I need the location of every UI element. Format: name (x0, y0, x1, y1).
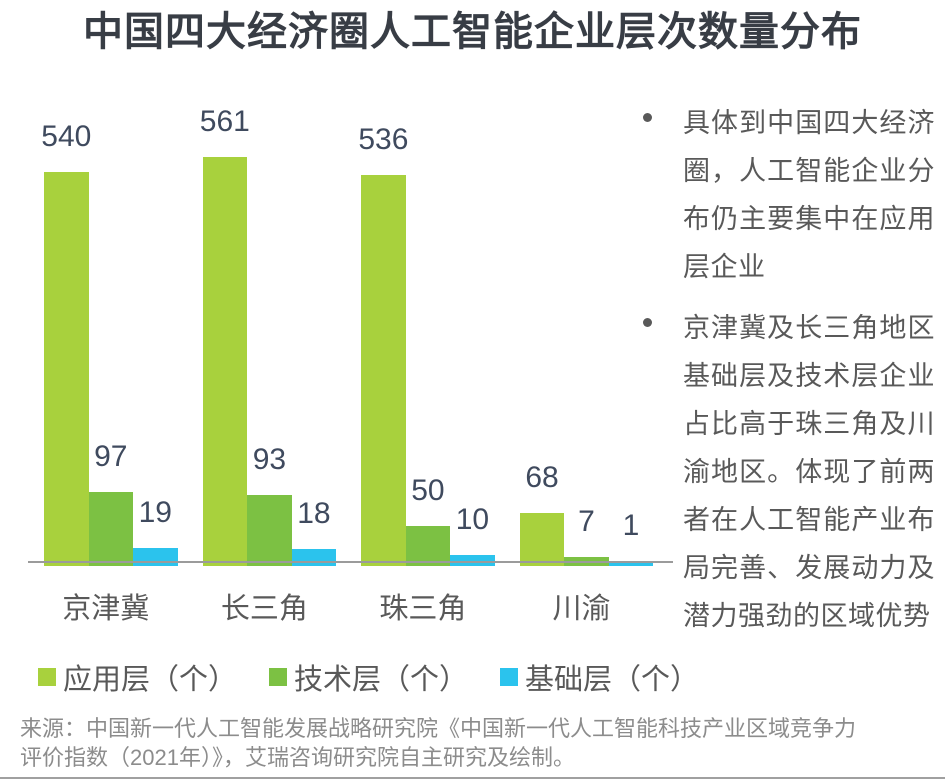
bar (361, 175, 406, 566)
bar-value-label: 93 (252, 442, 287, 476)
note-bullet: 京津冀及长三角地区基础层及技术层企业占比高于珠三角及川渝地区。体现了前两者在人工… (630, 304, 945, 640)
legend-item: 基础层（个） (500, 656, 699, 698)
legend-item: 应用层（个） (38, 656, 237, 698)
x-axis-line (28, 561, 673, 563)
bar (608, 561, 654, 566)
bar-value-label: 7 (578, 504, 595, 538)
bar (519, 512, 565, 566)
category-label: 长三角 (220, 593, 308, 625)
bar-value-label: 68 (525, 460, 559, 494)
legend-label: 应用层（个） (63, 664, 238, 696)
note-bullet: 具体到中国四大经济圈，人工智能企业分布仍主要集中在应用层企业 (630, 99, 945, 291)
bar (44, 172, 89, 566)
bar (202, 157, 248, 566)
chart-legend: 应用层（个） 技术层（个） 基础层（个） (38, 656, 699, 698)
bar-value-label: 561 (199, 105, 250, 138)
bar-value-label: 18 (297, 497, 331, 530)
legend-label: 基础层（个） (525, 664, 700, 696)
legend-label: 技术层（个） (294, 664, 469, 696)
bullet-dot-icon (643, 318, 652, 327)
legend-swatch-icon (500, 668, 519, 686)
bar-value-label: 19 (138, 496, 172, 530)
legend-swatch-icon (269, 668, 288, 686)
note-text: 具体到中国四大经济圈，人工智能企业分布仍主要集中在应用层企业 (683, 108, 935, 282)
source-note: 来源：中国新一代人工智能发展战略研究院《中国新一代人工智能科技产业区域竞争力评价… (20, 716, 857, 770)
bar (88, 492, 133, 566)
legend-swatch-icon (38, 668, 56, 686)
bar (405, 525, 451, 566)
note-text: 京津冀及长三角地区基础层及技术层企业占比高于珠三角及川渝地区。体现了前两者在人工… (683, 313, 935, 631)
bottom-divider (0, 777, 945, 779)
bar (291, 549, 337, 566)
bar-chart: 540 97 19 京津冀 561 93 18 长三角 536 50 10 珠三角 68 7 1 川渝 (0, 100, 690, 625)
legend-item: 技术层（个） (269, 656, 468, 698)
bar (133, 548, 178, 566)
bar (450, 554, 495, 566)
bar-value-label: 10 (455, 502, 490, 536)
category-label: 京津冀 (62, 593, 150, 625)
bar (247, 494, 292, 566)
bar-value-label: 97 (94, 440, 128, 473)
bar-value-label: 540 (41, 120, 92, 154)
bullet-dot-icon (643, 113, 652, 122)
bar-value-label: 1 (622, 509, 640, 543)
category-label: 川渝 (552, 593, 611, 625)
category-label: 珠三角 (379, 593, 467, 625)
notes-panel: 具体到中国四大经济圈，人工智能企业分布仍主要集中在应用层企业京津冀及长三角地区基… (630, 99, 945, 653)
page-title: 中国四大经济圈人工智能企业层次数量分布 (83, 10, 862, 54)
bar-value-label: 536 (358, 123, 409, 156)
bar-value-label: 50 (411, 473, 445, 507)
